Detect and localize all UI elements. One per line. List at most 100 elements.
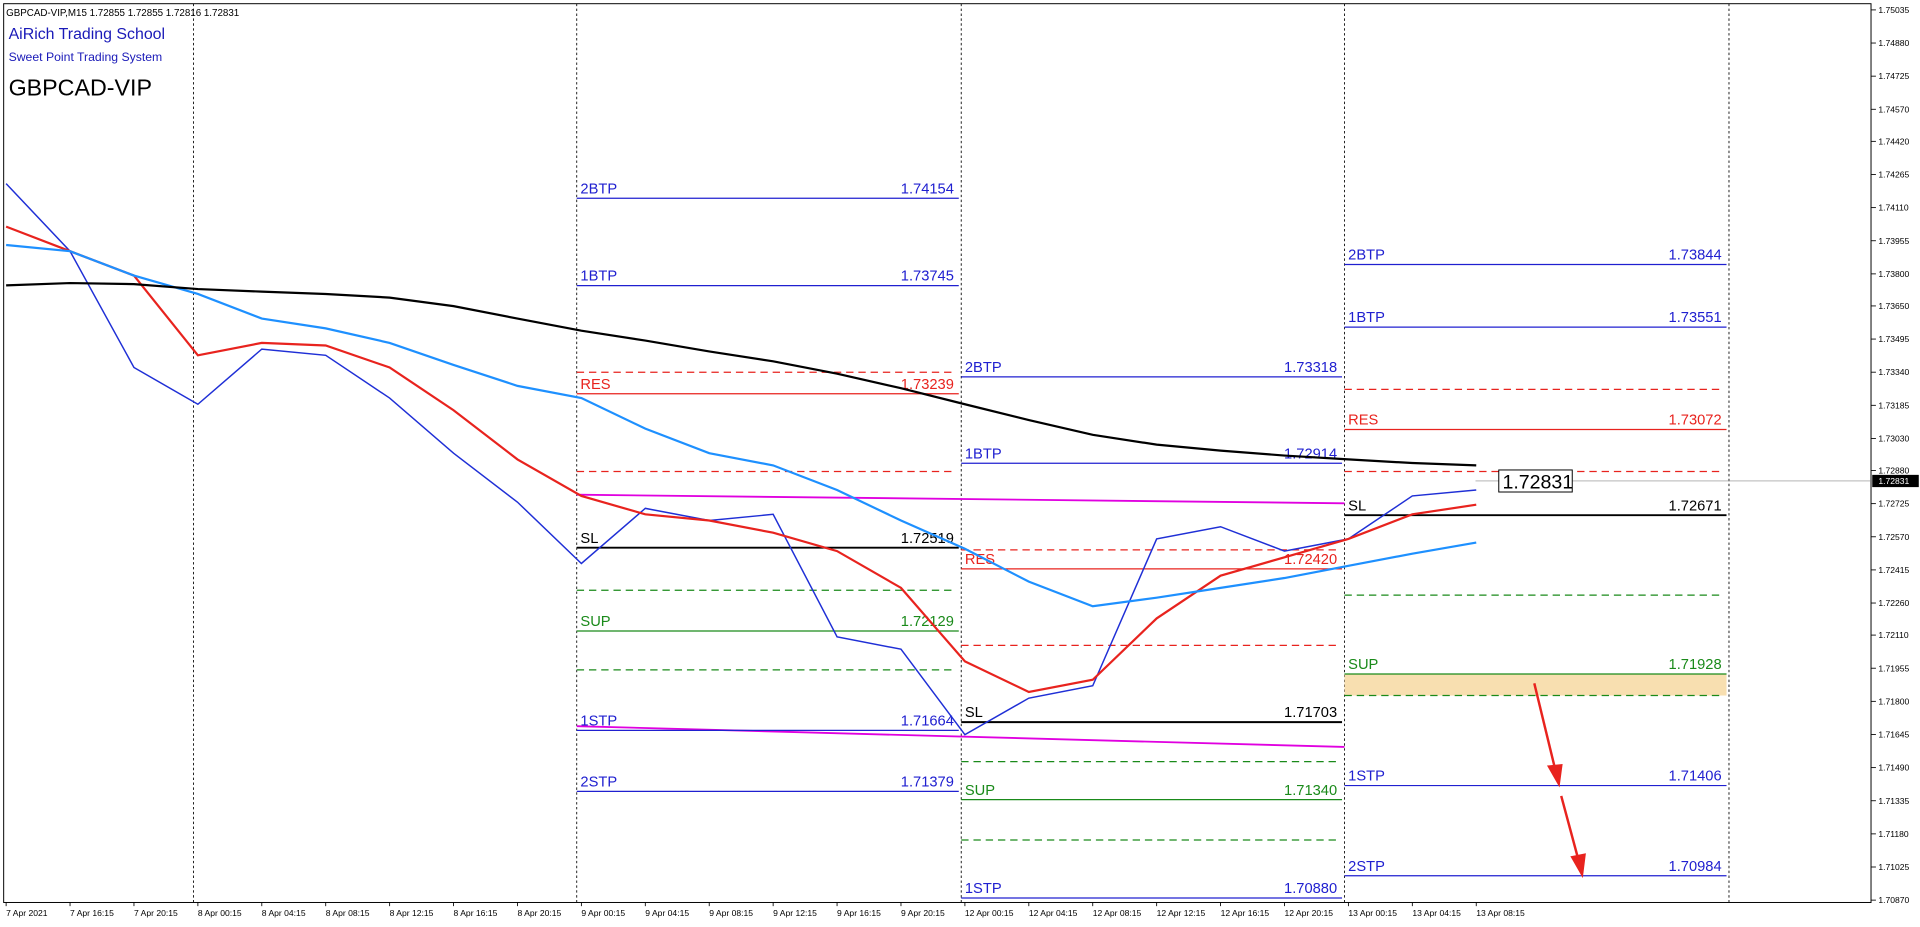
level-value: 1.73551 [1669,310,1722,326]
arrow-head [1570,853,1586,879]
y-tick-label: 1.72260 [1878,598,1909,608]
arrow-head [1546,763,1563,788]
x-tick-label: 8 Apr 12:15 [390,908,434,918]
level-value: 1.71379 [901,774,954,790]
arrow-shaft [1533,683,1557,770]
y-tick-label: 1.73185 [1878,400,1909,410]
subtitle: Sweet Point Trading System [9,50,163,64]
x-tick-label: 9 Apr 08:15 [709,908,753,918]
plot-frame [3,3,1872,903]
level-name: RES [965,552,995,568]
y-tick-label: 1.74265 [1878,170,1909,180]
x-tick-label: 9 Apr 20:15 [901,908,945,918]
x-tick-label: 12 Apr 04:15 [1029,908,1078,918]
arrows [1533,683,1586,879]
level-value: 1.72519 [901,531,954,547]
y-tick-label: 1.74725 [1878,71,1909,81]
level-name: 1STP [965,881,1002,897]
x-tick-label: 9 Apr 16:15 [837,908,881,918]
dashed-levels [576,371,1725,841]
y-tick-label: 1.71180 [1878,829,1909,839]
x-tick-label: 8 Apr 20:15 [517,908,561,918]
moving-average [6,281,1477,467]
level-value: 1.71928 [1669,657,1722,673]
channel-line [576,493,1345,505]
level-name: 1BTP [965,446,1002,462]
axis-price-label: 1.72831 [1878,476,1909,486]
level-name: RES [580,377,610,393]
level-value: 1.70880 [1284,881,1337,897]
price-line [5,183,1477,736]
level-value: 1.73745 [901,269,954,285]
header: GBPCAD-VIP,M15 1.72855 1.72855 1.72816 1… [6,8,239,19]
level-name: SUP [965,783,995,799]
level-name: SL [1348,498,1366,514]
level-value: 1.71703 [1284,705,1337,721]
y-tick-label: 1.73955 [1878,236,1909,246]
level-name: 2BTP [965,360,1002,376]
x-tick-label: 8 Apr 00:15 [198,908,242,918]
level-value: 1.70984 [1669,859,1722,875]
x-tick-label: 13 Apr 04:15 [1412,908,1461,918]
level-value: 1.72420 [1284,552,1337,568]
y-tick-label: 1.72725 [1878,499,1909,509]
moving-average [6,243,1477,608]
y-tick-label: 1.72110 [1878,630,1909,640]
x-tick-label: 7 Apr 2021 [6,908,48,918]
axis-price-box [1872,474,1919,488]
y-tick-label: 1.74110 [1878,203,1909,213]
level-name: 1STP [1348,769,1385,785]
level-value: 1.72671 [1669,498,1722,514]
channel [576,493,1345,748]
x-tick-label: 8 Apr 04:15 [262,908,306,918]
y-tick-label: 1.71025 [1878,862,1909,872]
level-name: 2STP [1348,859,1385,875]
level-name: 1BTP [580,269,617,285]
level-name: 1BTP [1348,310,1385,326]
y-tick-label: 1.71645 [1878,730,1909,740]
moving-average [5,225,1477,694]
x-tick-label: 12 Apr 12:15 [1157,908,1206,918]
x-tick-label: 7 Apr 16:15 [70,908,114,918]
y-tick-label: 1.75035 [1878,5,1909,15]
x-tick-label: 9 Apr 00:15 [581,908,625,918]
y-tick-label: 1.73030 [1878,434,1909,444]
y-tick-label: 1.74570 [1878,104,1909,114]
x-tick-label: 12 Apr 16:15 [1221,908,1270,918]
y-tick-label: 1.71335 [1878,796,1909,806]
level-value: 1.72914 [1284,446,1337,462]
x-tick-label: 13 Apr 00:15 [1348,908,1397,918]
level-name: 1STP [580,714,617,730]
level-value: 1.74154 [901,181,954,197]
y-tick-label: 1.73495 [1878,334,1909,344]
level-name: RES [1348,413,1378,429]
y-tick-label: 1.72415 [1878,565,1909,575]
level-value: 1.71406 [1669,769,1722,785]
y-tick-label: 1.73340 [1878,367,1909,377]
y-tick-label: 1.74880 [1878,38,1909,48]
x-tick-label: 12 Apr 08:15 [1093,908,1142,918]
y-tick-label: 1.72880 [1878,466,1909,476]
arrow-shaft [1560,795,1580,860]
y-tick-label: 1.71800 [1878,696,1909,706]
level-name: 2STP [580,774,617,790]
y-tick-label: 1.74420 [1878,136,1909,146]
level-value: 1.71340 [1284,783,1337,799]
x-tick-label: 7 Apr 20:15 [134,908,178,918]
level-value: 1.73844 [1669,248,1722,264]
level-value: 1.73318 [1284,360,1337,376]
dynamic-layer: 1.75035 1.74880 1.74725 1.74570 1.74420 1.742… [5,5,1919,918]
symbol: GBPCAD-VIP [9,75,152,101]
x-tick-label: 12 Apr 20:15 [1284,908,1333,918]
level-name: SUP [580,614,610,630]
x-tick-label: 13 Apr 08:15 [1476,908,1525,918]
x-tick-label: 8 Apr 08:15 [326,908,370,918]
level-value: 1.72129 [901,614,954,630]
level-value: 1.73239 [901,377,954,393]
title: AiRich Trading School [9,26,166,43]
level-name: SL [965,705,983,721]
level-name: 2BTP [1348,248,1385,264]
y-tick-label: 1.72570 [1878,532,1909,542]
